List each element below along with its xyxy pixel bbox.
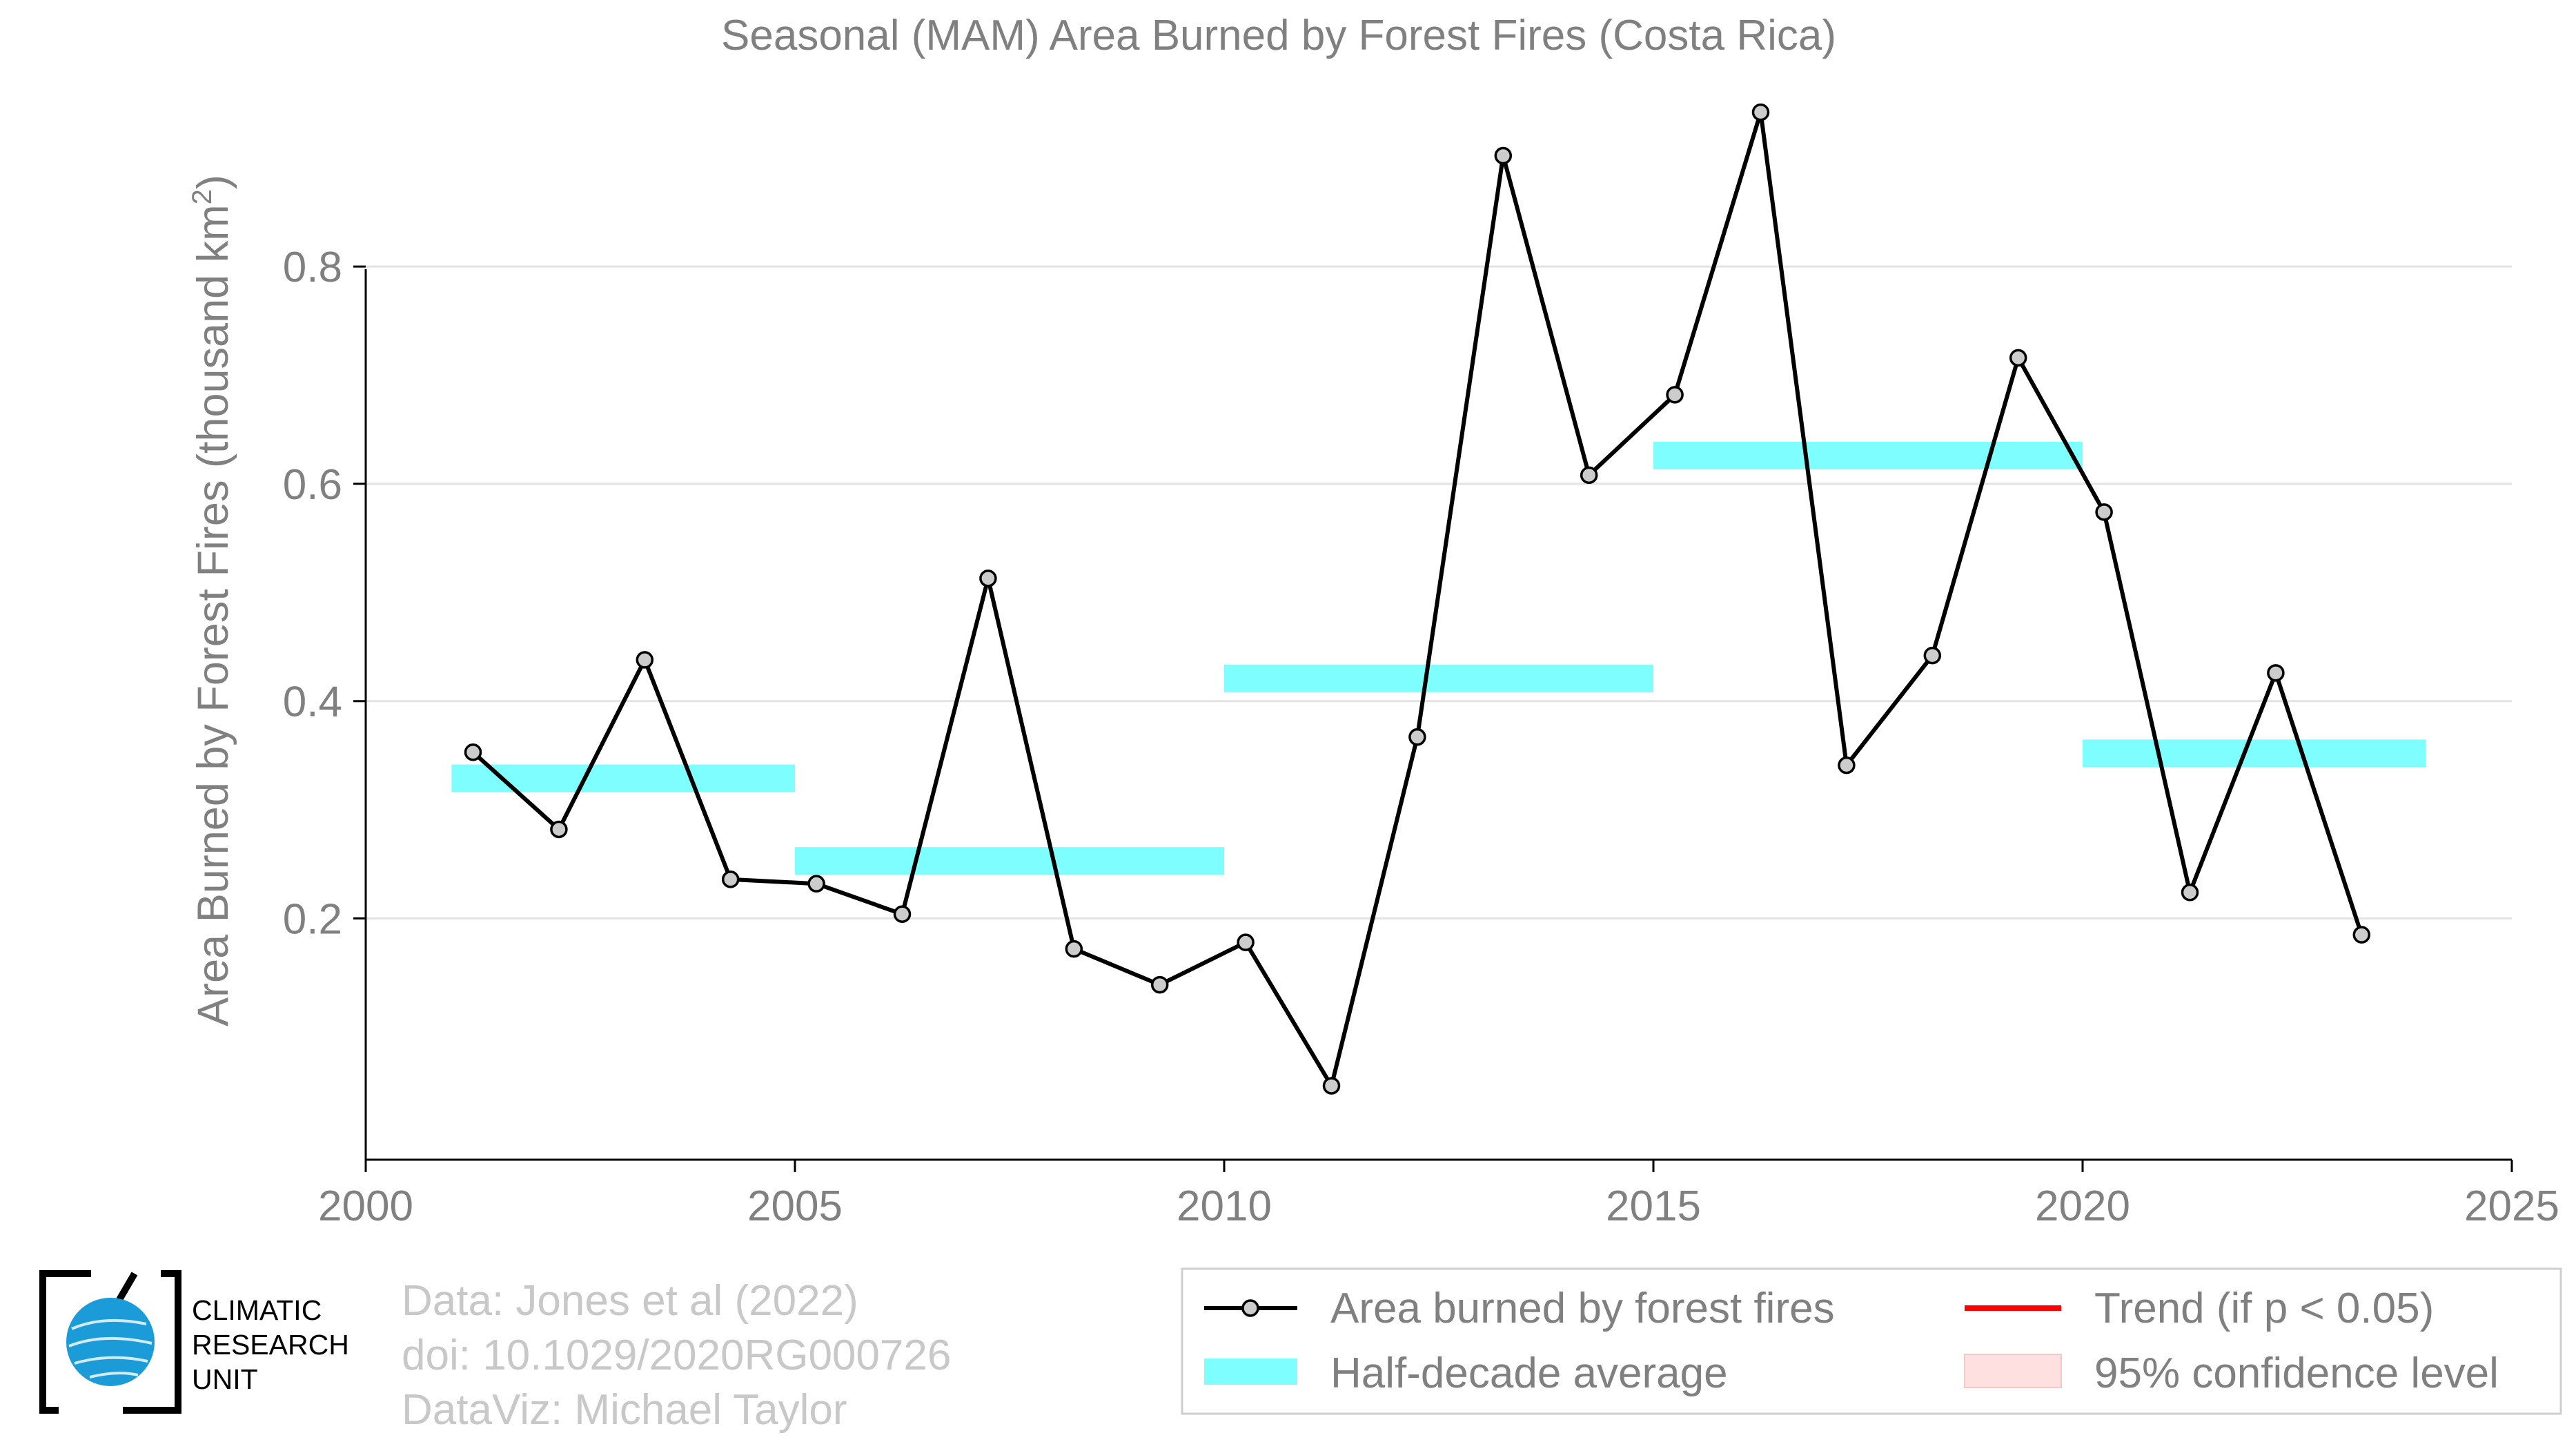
- data-point: [1666, 386, 1684, 404]
- legend-label-area-burned: Area burned by forest fires: [1330, 1285, 1835, 1332]
- half-decade-band: [1653, 442, 2083, 469]
- credits: Data: Jones et al (2022) doi: 10.1029/20…: [402, 1274, 951, 1437]
- data-point: [1237, 933, 1255, 951]
- legend-frame: [1181, 1267, 2562, 1415]
- data-point: [2267, 664, 2285, 682]
- x-tick-label: 2000: [318, 1182, 413, 1230]
- y-tick-label: 0.8: [283, 244, 342, 291]
- credit-dataviz: DataViz: Michael Taylor: [402, 1386, 847, 1434]
- series-area-burned: [464, 103, 2371, 1095]
- globe-swirl-icon: [68, 1318, 153, 1379]
- data-point: [1322, 1077, 1341, 1095]
- legend-swatch-marker: [1241, 1299, 1259, 1317]
- logo-bracket-right: [123, 1270, 181, 1414]
- legend: Area burned by forest fires Trend (if p …: [1181, 1267, 2562, 1415]
- data-point: [550, 820, 568, 839]
- x-tick-label: 2010: [1177, 1182, 1272, 1230]
- y-tick-label: 0.6: [283, 461, 342, 509]
- x-tick-label: 2025: [2464, 1182, 2559, 1230]
- legend-swatch-half-decade: [1204, 1359, 1297, 1385]
- data-point: [807, 875, 825, 893]
- chart-title: Seasonal (MAM) Area Burned by Forest Fir…: [721, 12, 1836, 59]
- data-point: [1923, 646, 1942, 665]
- legend-label-confidence: 95% confidence level: [2094, 1350, 2499, 1397]
- half-decade-band: [2083, 739, 2426, 768]
- half-decade-band: [451, 764, 795, 792]
- credit-data-source: Data: Jones et al (2022): [402, 1277, 858, 1325]
- logo-text-research: RESEARCH: [192, 1329, 349, 1361]
- data-point: [2009, 349, 2027, 367]
- logo-bracket-left: [39, 1270, 91, 1414]
- x-tick-label: 2015: [1606, 1182, 1701, 1230]
- y-axis-label: Area Burned by Forest Fires (thousand km…: [187, 175, 237, 1026]
- y-tick-label: 0.4: [283, 679, 342, 726]
- half-decade-band: [1224, 664, 1653, 692]
- half-decade-band: [795, 847, 1224, 875]
- series-line: [471, 110, 2364, 1088]
- gridlines: [366, 265, 2512, 920]
- data-point: [464, 743, 482, 761]
- half-decade-average-bands: [451, 442, 2426, 875]
- data-point: [721, 870, 740, 888]
- data-point: [893, 905, 912, 924]
- data-point: [636, 651, 654, 669]
- data-point: [1838, 756, 1856, 775]
- data-point: [1751, 103, 1770, 121]
- data-point: [1494, 146, 1513, 165]
- x-tick-label: 2005: [747, 1182, 843, 1230]
- x-tick-label: 2020: [2035, 1182, 2130, 1230]
- data-point: [1408, 728, 1426, 746]
- data-point: [2181, 884, 2199, 902]
- legend-label-half-decade: Half-decade average: [1330, 1350, 1728, 1397]
- cru-logo: CLIMATIC RESEARCH UNIT: [39, 1270, 349, 1414]
- axes: 0.2 0.4 0.6 0.8 2000 2005 2010 2015 2020 2025: [283, 244, 2559, 1230]
- logo-text-unit: UNIT: [192, 1363, 258, 1395]
- data-point: [2095, 503, 2113, 521]
- y-tick-label: 0.2: [283, 896, 342, 944]
- legend-label-trend: Trend (if p < 0.05): [2094, 1285, 2434, 1332]
- data-point: [979, 569, 997, 587]
- credit-doi: doi: 10.1029/2020RG000726: [402, 1332, 952, 1379]
- data-point: [1150, 975, 1169, 994]
- legend-swatch-confidence: [1964, 1354, 2062, 1388]
- data-point: [2352, 926, 2371, 944]
- data-point: [1065, 939, 1083, 958]
- logo-text-climatic: CLIMATIC: [192, 1294, 322, 1326]
- globe-icon: [66, 1298, 155, 1386]
- data-point: [1580, 466, 1598, 485]
